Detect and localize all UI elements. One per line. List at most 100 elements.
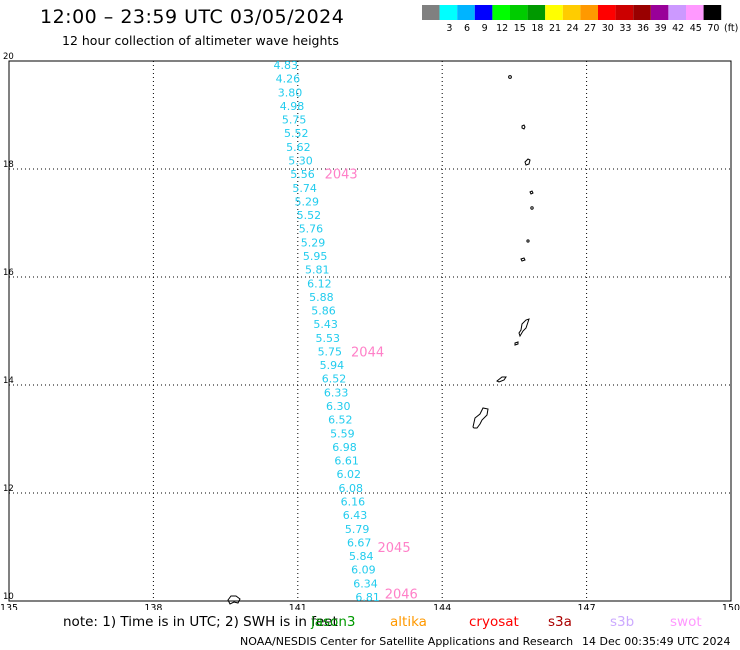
swh-value-label: 6.52 bbox=[328, 414, 353, 427]
colorbar-tick-label: 15 bbox=[514, 23, 526, 34]
island-asuncion bbox=[524, 158, 531, 166]
island-farallon bbox=[508, 75, 512, 79]
lat-tick-label: 14 bbox=[3, 376, 14, 386]
pass-time-label: 2045 bbox=[378, 541, 411, 556]
colorbar-swatch bbox=[422, 5, 440, 20]
swh-value-label: 6.52 bbox=[322, 373, 347, 386]
swh-value-label: 5.95 bbox=[303, 250, 328, 263]
swh-value-label: 6.98 bbox=[332, 441, 357, 454]
swh-value-label: 5.75 bbox=[318, 345, 343, 358]
colorbar-tick-label: 3 bbox=[446, 23, 452, 34]
swh-value-label: 6.02 bbox=[336, 468, 361, 481]
chart-subtitle: 12 hour collection of altimeter wave hei… bbox=[62, 33, 339, 48]
colorbar-tick-label: 27 bbox=[584, 23, 596, 34]
lat-tick-label: 18 bbox=[3, 160, 14, 170]
island-guam bbox=[472, 407, 489, 429]
swh-value-label: 5.52 bbox=[284, 127, 309, 140]
island-tinian bbox=[514, 341, 519, 346]
map-frame bbox=[8, 60, 732, 602]
colorbar-tick-label: 24 bbox=[567, 23, 579, 34]
swh-value-label: 6.81 bbox=[355, 591, 380, 604]
swh-value-label: 6.30 bbox=[326, 400, 351, 413]
mission-s3a: s3a bbox=[548, 614, 572, 630]
swh-value-label: 5.88 bbox=[309, 291, 334, 304]
altimeter-map: 3 6 9 12 15 18 21 24 27 30 33 36 39 42 45 70 (ft) 135 138… bbox=[0, 5, 740, 610]
swh-value-label: 6.09 bbox=[351, 564, 376, 577]
swh-value-label: 6.16 bbox=[341, 496, 366, 509]
colorbar-tick-label: 70 bbox=[707, 23, 719, 34]
colorbar-swatch bbox=[615, 5, 634, 20]
swh-value-label: 6.12 bbox=[307, 277, 332, 290]
chart-title: 12:00 – 23:59 UTC 03/05/2024 bbox=[40, 6, 345, 28]
swh-value-label: 5.53 bbox=[315, 332, 340, 345]
colorbar-swatch bbox=[457, 5, 475, 20]
swh-value-label: 5.30 bbox=[288, 154, 313, 167]
lon-tick-label: 144 bbox=[433, 603, 451, 610]
colorbar-swatch bbox=[439, 5, 458, 20]
island-guguan bbox=[520, 257, 526, 262]
colorbar-tick-label: 18 bbox=[531, 23, 543, 34]
pass-time-label: 2043 bbox=[325, 167, 358, 182]
colorbar-unit: (ft) bbox=[724, 23, 738, 34]
colorbar-swatch bbox=[580, 5, 598, 20]
swh-value-label: 5.43 bbox=[313, 318, 338, 331]
swh-value-label: 5.86 bbox=[311, 305, 336, 318]
swh-value-label: 6.34 bbox=[353, 577, 378, 590]
swh-value-label: 5.94 bbox=[320, 359, 345, 372]
colorbar-tick-label: 21 bbox=[549, 23, 561, 34]
colorbar-tick-label: 6 bbox=[464, 23, 470, 34]
colorbar-tick-label: 33 bbox=[619, 23, 631, 34]
colorbar-tick-label: 36 bbox=[637, 23, 649, 34]
swh-value-label: 3.80 bbox=[278, 86, 303, 99]
credit-line: NOAA/NESDIS Center for Satellite Applica… bbox=[240, 635, 574, 648]
mission-s3b: s3b bbox=[610, 614, 635, 630]
swh-value-label: 5.29 bbox=[294, 195, 319, 208]
colorbar-swatch bbox=[598, 5, 616, 20]
colorbar-legend: 3 6 9 12 15 18 21 24 27 30 33 36 39 42 45 70 (ft) bbox=[422, 5, 738, 34]
swh-value-label: 6.33 bbox=[324, 386, 349, 399]
lat-lon-grid: 135 138 141 144 147 150 10 12 14 16 18 20 bbox=[0, 52, 740, 610]
pass-time-label: 2046 bbox=[385, 588, 418, 603]
colorbar-swatch bbox=[668, 5, 686, 20]
lon-tick-label: 150 bbox=[722, 603, 740, 610]
swh-value-label: 4.98 bbox=[280, 100, 305, 113]
island-maug bbox=[521, 124, 526, 130]
swh-value-label: 6.43 bbox=[343, 509, 368, 522]
island-pagan bbox=[530, 206, 534, 210]
footer: note: 1) Time is in UTC; 2) SWH is in fe… bbox=[0, 610, 740, 650]
island-alamagan bbox=[526, 239, 530, 243]
swh-value-label: 5.29 bbox=[301, 236, 326, 249]
island-saipan bbox=[518, 318, 530, 338]
lon-tick-label: 138 bbox=[144, 603, 162, 610]
pass-time-label: 2044 bbox=[351, 346, 384, 361]
colorbar-swatch bbox=[562, 5, 581, 20]
swh-value-label: 5.84 bbox=[349, 550, 374, 563]
colorbar-swatch bbox=[510, 5, 528, 20]
colorbar-swatch bbox=[492, 5, 510, 20]
mission-altika: altika bbox=[390, 614, 427, 630]
colorbar-tick-label: 39 bbox=[655, 23, 667, 34]
footer-note: note: 1) Time is in UTC; 2) SWH is in fe… bbox=[63, 614, 338, 630]
swh-value-label: 5.75 bbox=[282, 114, 307, 127]
lat-tick-label: 20 bbox=[3, 52, 14, 62]
swh-value-label: 5.62 bbox=[286, 141, 311, 154]
colorbar-tick-label: 42 bbox=[672, 23, 684, 34]
satellite-track: 4.834.263.804.985.755.525.625.305.565.74… bbox=[274, 59, 418, 604]
island-rota bbox=[496, 376, 507, 383]
colorbar-swatch bbox=[650, 5, 669, 20]
lon-tick-label: 141 bbox=[289, 603, 307, 610]
swh-value-label: 4.83 bbox=[274, 59, 299, 72]
swh-value-label: 6.08 bbox=[339, 482, 364, 495]
colorbar-tick-label: 30 bbox=[602, 23, 614, 34]
colorbar-swatch bbox=[686, 5, 704, 20]
island-ulithi bbox=[227, 595, 241, 605]
colorbar-swatch bbox=[545, 5, 563, 20]
colorbar-swatch bbox=[703, 5, 722, 20]
lat-tick-label: 16 bbox=[3, 268, 14, 278]
swh-value-label: 5.76 bbox=[299, 223, 324, 236]
swh-value-label: 6.61 bbox=[334, 455, 359, 468]
swh-value-label: 4.26 bbox=[276, 73, 301, 86]
island-outlines bbox=[227, 75, 534, 605]
swh-value-label: 5.52 bbox=[297, 209, 322, 222]
colorbar-swatch bbox=[474, 5, 493, 20]
